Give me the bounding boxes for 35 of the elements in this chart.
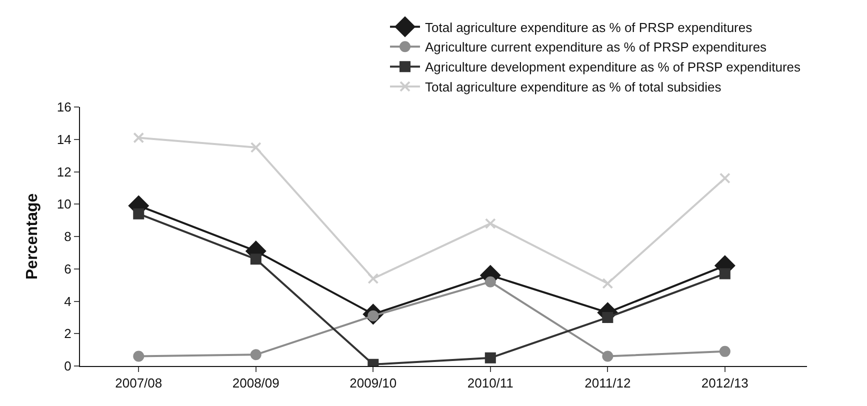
point — [484, 352, 496, 364]
x-tick-label: 2011/12 — [584, 376, 631, 391]
y-tick-label: 14 — [56, 132, 72, 147]
legend-label: Agriculture development expenditure as % of PRSP expenditures — [425, 60, 802, 75]
legend-label: Total agriculture expenditure as % of total subsidies — [425, 80, 722, 95]
point — [484, 218, 496, 230]
y-tick-label: 8 — [64, 229, 72, 244]
point — [133, 132, 144, 144]
point — [484, 276, 496, 288]
point — [250, 349, 262, 360]
point — [368, 273, 379, 284]
y-tick-label: 16 — [56, 100, 72, 115]
y-tick-label: 6 — [64, 261, 72, 276]
point — [602, 350, 614, 362]
y-tick-label: 10 — [56, 196, 72, 212]
point — [133, 208, 144, 220]
point — [250, 254, 262, 265]
point — [133, 350, 144, 362]
x-tick-label: 2012/13 — [701, 376, 748, 391]
x-tick-label: 2007/08 — [115, 376, 162, 391]
legend-label: Agriculture current expenditure as % of PRSP expenditures — [425, 40, 768, 55]
y-axis-title: Percentage — [24, 193, 41, 280]
y-tick-label: 0 — [64, 358, 72, 374]
x-tick-label: 2008/09 — [232, 376, 280, 391]
y-tick-label: 4 — [64, 294, 72, 309]
point — [602, 278, 614, 289]
x-tick-label: 2009/10 — [350, 376, 397, 391]
y-tick-label: 2 — [64, 326, 72, 342]
x-tick-label: 2010/11 — [467, 376, 514, 391]
point — [719, 268, 730, 280]
point — [719, 346, 730, 357]
y-tick-label: 12 — [56, 164, 72, 180]
point — [250, 142, 262, 153]
legend-label: Total agriculture expenditure as % of PRSP expenditures — [425, 20, 753, 35]
point — [719, 172, 730, 184]
